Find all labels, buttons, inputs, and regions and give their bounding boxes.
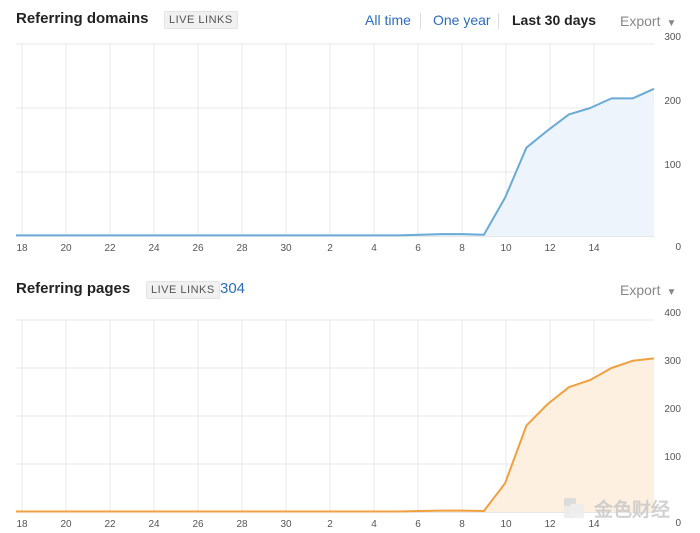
chevron-down-icon: ▼: [666, 18, 677, 29]
y-tick-label: 400: [664, 308, 681, 319]
series-area: [16, 358, 654, 512]
chevron-down-icon: ▼: [666, 287, 677, 298]
x-tick-label: 22: [104, 243, 116, 254]
watermark-logo-icon: [564, 498, 584, 518]
referring-pages-count: 304: [220, 280, 246, 297]
x-tick-label: 14: [588, 243, 600, 254]
referring-domains-panel: Referring domains LIVE LINKS All time On…: [0, 0, 700, 260]
x-tick-label: 10: [500, 519, 512, 530]
x-tick-label: 12: [544, 243, 556, 254]
export-label: Export: [620, 282, 661, 298]
series-line: [16, 357, 655, 513]
y-tick-label: 0: [675, 242, 681, 253]
export-button-pages[interactable]: Export ▼: [620, 282, 676, 298]
x-tick-label: 14: [588, 519, 600, 530]
x-tick-label: 2: [327, 519, 333, 530]
x-tick-label: 2: [327, 243, 333, 254]
range-one-year[interactable]: One year: [433, 12, 491, 28]
export-button-domains[interactable]: Export ▼: [620, 13, 676, 29]
x-tick-label: 28: [236, 519, 248, 530]
x-tick-label: 20: [60, 243, 72, 254]
series-line: [16, 87, 655, 237]
live-links-badge: LIVE LINKS: [146, 281, 220, 299]
x-tick-label: 18: [16, 519, 28, 530]
y-tick-label: 100: [664, 160, 681, 171]
x-tick-label: 30: [280, 519, 292, 530]
watermark: 金色财经: [562, 493, 692, 523]
x-tick-label: 20: [60, 519, 72, 530]
x-tick-label: 22: [104, 519, 116, 530]
y-tick-label: 300: [664, 356, 681, 367]
range-separator: [420, 13, 421, 29]
watermark-text: 金色财经: [594, 499, 671, 521]
x-tick-label: 4: [371, 519, 377, 530]
range-separator: [498, 13, 499, 29]
live-links-badge: LIVE LINKS: [164, 11, 238, 29]
x-tick-label: 4: [371, 243, 377, 254]
y-tick-label: 100: [664, 452, 681, 463]
y-tick-label: 0: [675, 518, 681, 529]
y-tick-label: 300: [664, 32, 681, 43]
range-last-30-days[interactable]: Last 30 days: [512, 12, 597, 28]
range-all-time[interactable]: All time: [365, 12, 411, 28]
x-tick-label: 12: [544, 519, 556, 530]
series-area: [16, 88, 654, 236]
x-tick-label: 8: [459, 243, 465, 254]
referring-pages-panel: Referring pages LIVE LINKS 304 Export ▼: [0, 270, 700, 533]
x-tick-label: 10: [500, 243, 512, 254]
x-tick-label: 28: [236, 243, 248, 254]
export-label: Export: [620, 13, 661, 29]
y-tick-label: 200: [664, 96, 681, 107]
x-tick-label: 30: [280, 243, 292, 254]
x-tick-label: 18: [16, 243, 28, 254]
x-tick-label: 8: [459, 519, 465, 530]
x-tick-label: 24: [148, 243, 160, 254]
y-tick-label: 200: [664, 404, 681, 415]
x-tick-label: 6: [415, 519, 421, 530]
x-tick-label: 26: [192, 519, 204, 530]
referring-domains-title: Referring domains: [16, 10, 149, 27]
referring-pages-title: Referring pages: [16, 280, 131, 297]
x-tick-label: 26: [192, 243, 204, 254]
x-tick-label: 6: [415, 243, 421, 254]
x-tick-label: 24: [148, 519, 160, 530]
